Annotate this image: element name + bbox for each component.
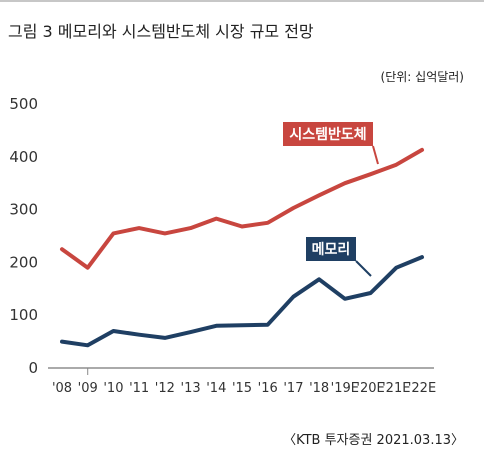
series-line: [60, 147, 424, 270]
x-tick-label: '22E: [408, 381, 436, 396]
source-label: 〈KTB 투자증권 2021.03.13〉: [283, 433, 464, 448]
callout-leader: [372, 145, 379, 165]
figure-title: 그림 3 메모리와 시스템반도체 시장 규모 전망: [8, 22, 314, 41]
x-tick-label: '18: [309, 381, 329, 396]
x-tick-label: '14: [206, 381, 226, 396]
x-tick-label: '15: [232, 381, 252, 396]
callout-box: [283, 122, 373, 146]
callout-leader: [355, 260, 372, 277]
x-tick-label: '11: [129, 381, 149, 396]
x-tick-label: '09: [78, 381, 98, 396]
x-tick-label: '20E: [356, 381, 384, 396]
y-tick-label: 300: [9, 201, 38, 219]
unit-label: (단위: 십억달러): [380, 70, 464, 84]
series-label: 메모리: [312, 242, 351, 258]
top-rule: [0, 0, 484, 2]
series-line: [60, 255, 424, 348]
x-tick-label: '16: [258, 381, 278, 396]
x-tick-label: '08: [52, 381, 72, 396]
series-label: 시스템반도체: [289, 126, 366, 143]
y-tick-label: 500: [9, 95, 38, 113]
y-tick-label: 400: [9, 148, 38, 166]
callout-box: [306, 237, 356, 261]
x-tick-label: '17: [283, 381, 303, 396]
x-tick-label: '19E: [331, 381, 359, 396]
x-tick-label: '10: [103, 381, 123, 396]
x-tick-label: '13: [181, 381, 201, 396]
x-tick-label: '21E: [382, 381, 410, 396]
y-tick-label: 100: [9, 306, 38, 324]
x-tick-label: '12: [155, 381, 175, 396]
y-tick-label: 200: [9, 253, 38, 271]
y-tick-label: 0: [28, 359, 38, 377]
